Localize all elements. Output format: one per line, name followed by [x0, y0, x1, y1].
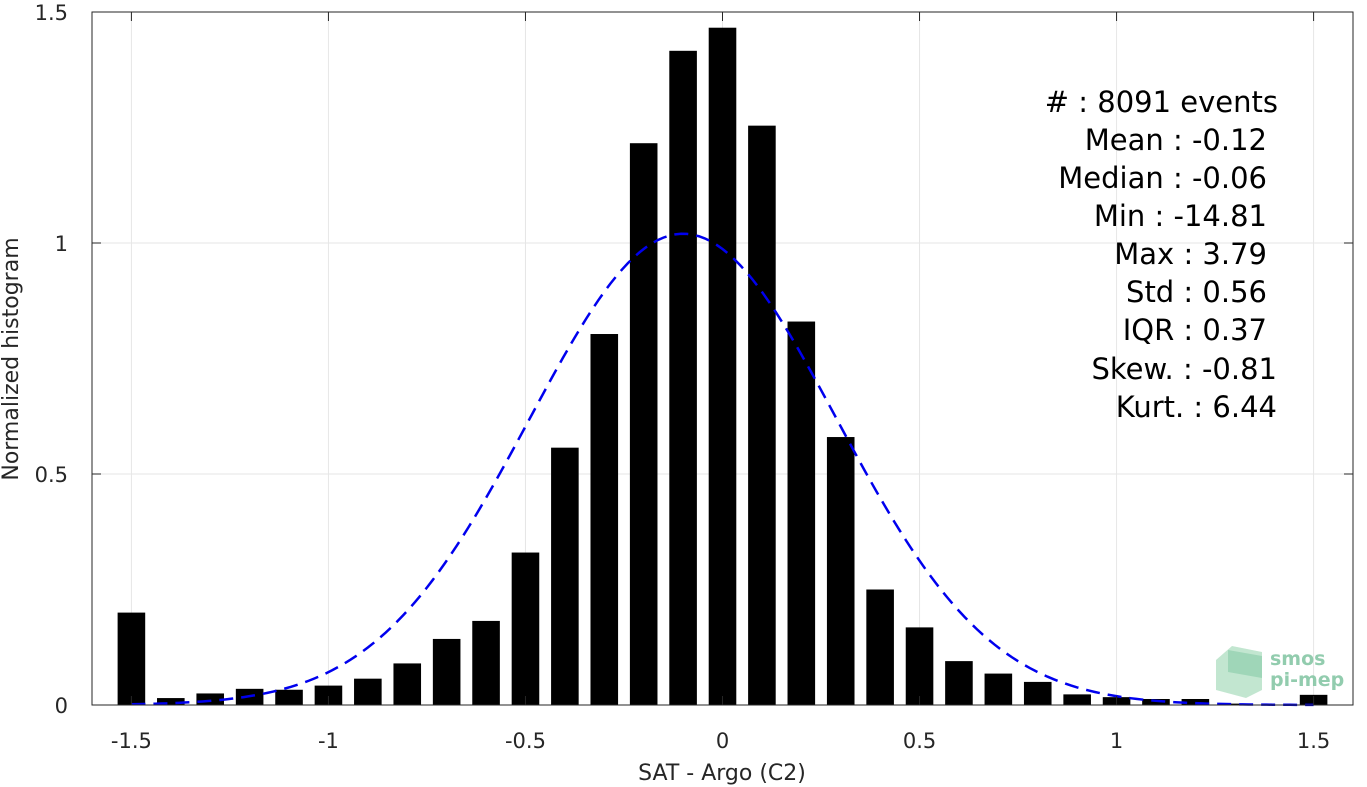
x-tick-label-0: -1.5 — [111, 729, 152, 753]
histogram-bar-5 — [314, 685, 343, 705]
histogram-bar-8 — [432, 638, 461, 705]
y-tick-label-0: 0 — [55, 694, 68, 718]
axis-ticks — [92, 11, 1353, 706]
y-tick-labels: 0 0.5 1 1.5 — [35, 1, 68, 718]
histogram-bar-10 — [511, 552, 540, 705]
x-tick-label-1: -1 — [318, 729, 339, 753]
histogram-bar-22 — [984, 673, 1013, 705]
smos-pimep-logo: smos pi-mep — [1216, 646, 1344, 698]
stats-std: Std : 0.56 — [1126, 275, 1267, 309]
stats-skew: Skew. : -0.81 — [1091, 352, 1277, 386]
x-tick-labels: -1.5 -1 -0.5 0 0.5 1 1.5 — [111, 729, 1330, 753]
histogram-bar-14 — [669, 50, 697, 706]
stats-iqr: IQR : 0.37 — [1123, 313, 1267, 347]
histogram-bar-0 — [117, 612, 146, 705]
logo-line1: smos — [1270, 648, 1325, 670]
histogram-bar-2 — [196, 693, 225, 705]
histogram-bar-19 — [866, 589, 894, 705]
y-axis-label: Normalized histogram — [0, 237, 24, 480]
stats-median: Median : -0.06 — [1058, 161, 1267, 195]
stats-min: Min : -14.81 — [1094, 199, 1267, 233]
histogram-bar-20 — [905, 627, 934, 705]
histogram-bar-28 — [1220, 703, 1249, 705]
stats-max: Max : 3.79 — [1114, 237, 1267, 271]
x-tick-label-5: 1 — [1110, 729, 1123, 753]
histogram-bars — [117, 27, 1328, 706]
histogram-bar-6 — [354, 678, 382, 705]
histogram-bar-4 — [275, 689, 303, 705]
histogram-bar-24 — [1063, 694, 1091, 705]
x-tick-label-2: -0.5 — [505, 729, 546, 753]
histogram-bar-11 — [551, 447, 579, 705]
x-axis-label: SAT - Argo (C2) — [638, 761, 806, 786]
logo-mark-shade — [1228, 650, 1262, 678]
x-tick-label-4: 0.5 — [903, 729, 936, 753]
histogram-bar-23 — [1023, 681, 1052, 705]
histogram-bar-21 — [945, 661, 973, 705]
y-tick-label-2: 1 — [55, 232, 68, 256]
x-tick-label-6: 1.5 — [1297, 729, 1330, 753]
logo-line2: pi-mep — [1270, 669, 1344, 691]
stats-box: # : 8091 events Mean : -0.12 Median : -0… — [1045, 85, 1278, 424]
histogram-bar-9 — [472, 620, 500, 705]
y-tick-label-3: 1.5 — [35, 1, 68, 25]
x-tick-label-3: 0 — [716, 729, 729, 753]
histogram-bar-15 — [708, 27, 737, 705]
histogram-bar-16 — [748, 125, 776, 706]
histogram-bar-18 — [826, 437, 855, 705]
histogram-bar-1 — [157, 698, 185, 705]
histogram-bar-12 — [590, 334, 619, 705]
stats-mean: Mean : -0.12 — [1085, 123, 1267, 157]
y-tick-label-1: 0.5 — [35, 463, 68, 487]
stats-kurt: Kurt. : 6.44 — [1116, 390, 1277, 424]
histogram-bar-7 — [393, 663, 422, 705]
stats-count: # : 8091 events — [1045, 85, 1278, 119]
histogram-bar-13 — [629, 143, 658, 705]
histogram-bar-17 — [787, 321, 816, 705]
